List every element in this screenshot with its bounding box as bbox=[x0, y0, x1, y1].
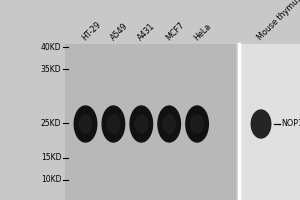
Text: HT-29: HT-29 bbox=[81, 19, 103, 42]
Text: 35KD: 35KD bbox=[41, 64, 62, 73]
Ellipse shape bbox=[130, 106, 152, 142]
Text: 15KD: 15KD bbox=[41, 154, 61, 162]
Text: 40KD: 40KD bbox=[41, 43, 62, 51]
Ellipse shape bbox=[74, 106, 97, 142]
Text: MCF7: MCF7 bbox=[164, 20, 186, 42]
Ellipse shape bbox=[135, 115, 148, 133]
Ellipse shape bbox=[163, 115, 175, 133]
Text: 10KD: 10KD bbox=[41, 176, 61, 184]
Ellipse shape bbox=[186, 106, 208, 142]
Text: A549: A549 bbox=[109, 21, 130, 42]
Text: HeLa: HeLa bbox=[192, 21, 213, 42]
Ellipse shape bbox=[107, 115, 120, 133]
Bar bbox=[64, 44, 236, 200]
Text: NOP16: NOP16 bbox=[281, 119, 300, 129]
Ellipse shape bbox=[251, 110, 271, 138]
Ellipse shape bbox=[102, 106, 125, 142]
Ellipse shape bbox=[79, 115, 92, 133]
Text: A431: A431 bbox=[136, 21, 157, 42]
Bar bbox=[240, 44, 300, 200]
Ellipse shape bbox=[191, 115, 203, 133]
Text: Mouse thymus: Mouse thymus bbox=[256, 0, 300, 42]
Text: 25KD: 25KD bbox=[41, 118, 61, 128]
Ellipse shape bbox=[158, 106, 181, 142]
